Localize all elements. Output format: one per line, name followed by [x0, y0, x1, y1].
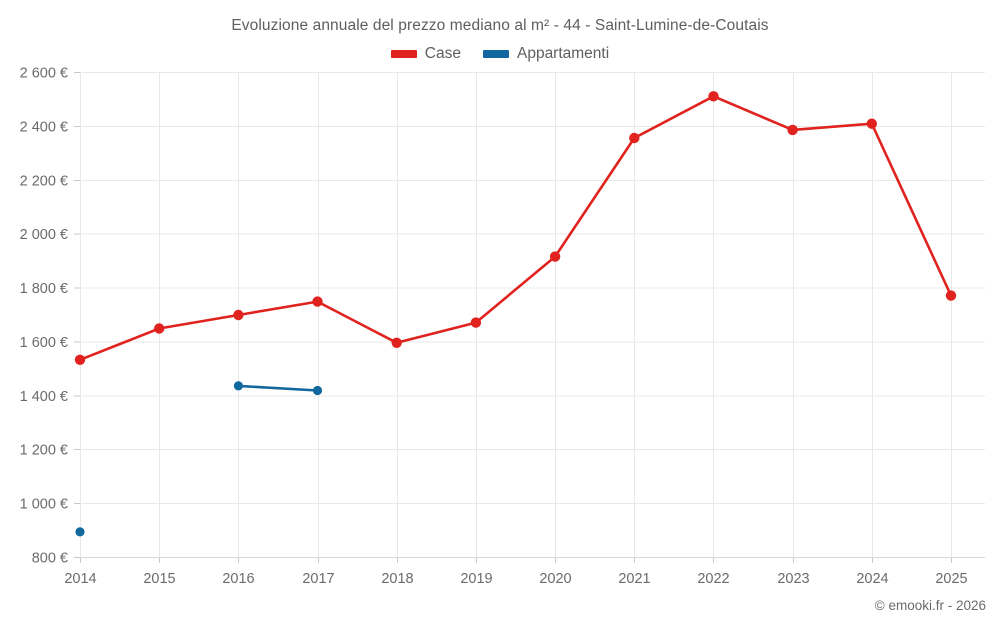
chart-legend: Case Appartamenti: [0, 45, 1000, 63]
copyright-credit: © emooki.fr - 2026: [874, 598, 986, 613]
y-tick-label: 2 000 €: [20, 227, 68, 243]
x-tick-label: 2017: [302, 571, 334, 587]
data-point[interactable]: [154, 323, 165, 334]
data-point[interactable]: [391, 337, 402, 348]
y-tick-label: 1 800 €: [20, 281, 68, 297]
data-point[interactable]: [233, 381, 243, 391]
line-swatch-icon: [390, 50, 417, 58]
data-point[interactable]: [629, 132, 640, 144]
data-point[interactable]: [312, 385, 323, 396]
y-tick-label: 1 600 €: [20, 335, 68, 351]
y-tick-label: 1 000 €: [20, 497, 68, 513]
data-point[interactable]: [549, 251, 561, 262]
x-tick-label: 2014: [64, 571, 96, 587]
x-tick-label: 2021: [618, 571, 650, 587]
x-tick-label: 2022: [697, 571, 729, 587]
y-tick-label: 800 €: [32, 551, 68, 567]
x-tick-label: 2024: [856, 571, 888, 587]
data-point[interactable]: [312, 296, 323, 307]
line-swatch-icon: [482, 50, 509, 58]
x-tick-label: 2015: [143, 571, 175, 587]
data-point[interactable]: [708, 91, 719, 102]
series-appartamenti: [75, 381, 323, 537]
y-tick-label: 2 200 €: [20, 173, 68, 189]
data-series: [74, 91, 957, 537]
axes: [74, 72, 985, 563]
legend-item-case[interactable]: Case: [390, 45, 461, 63]
y-tick-label: 1 200 €: [20, 443, 68, 459]
legend-label-case: Case: [424, 45, 461, 62]
data-point[interactable]: [866, 118, 877, 129]
y-axis-tick-labels: 800 € 1 000 € 1 200 € 1 400 € 1 600 € 1 800 €…: [20, 66, 68, 567]
x-axis-tick-labels: 2014 2015 2016 2017 2018 2019 2020 2021 2022 2023…: [64, 571, 967, 587]
x-tick-label: 2023: [777, 571, 809, 587]
y-tick-label: 1 400 €: [20, 389, 68, 405]
x-tick-label: 2020: [539, 571, 571, 587]
y-tick-label: 2 600 €: [20, 66, 68, 82]
data-point[interactable]: [470, 317, 482, 328]
x-tick-label: 2025: [935, 571, 967, 587]
chart-title: Evoluzione annuale del prezzo mediano al…: [231, 17, 769, 34]
data-point[interactable]: [945, 290, 957, 301]
y-tick-label: 2 400 €: [20, 119, 68, 135]
legend-item-appartamenti[interactable]: Appartamenti: [482, 45, 610, 63]
x-tick-label: 2019: [460, 571, 492, 587]
series-line-appartamenti: [237, 384, 319, 392]
gridlines: [80, 72, 985, 558]
data-point[interactable]: [75, 527, 85, 537]
series-line-case: [78, 95, 953, 362]
series-case: [74, 91, 957, 365]
x-tick-label: 2018: [381, 571, 413, 587]
x-tick-label: 2016: [222, 571, 254, 587]
data-point[interactable]: [787, 124, 798, 136]
legend-label-appartamenti: Appartamenti: [516, 45, 610, 62]
data-point[interactable]: [233, 309, 244, 321]
data-point[interactable]: [74, 354, 86, 365]
